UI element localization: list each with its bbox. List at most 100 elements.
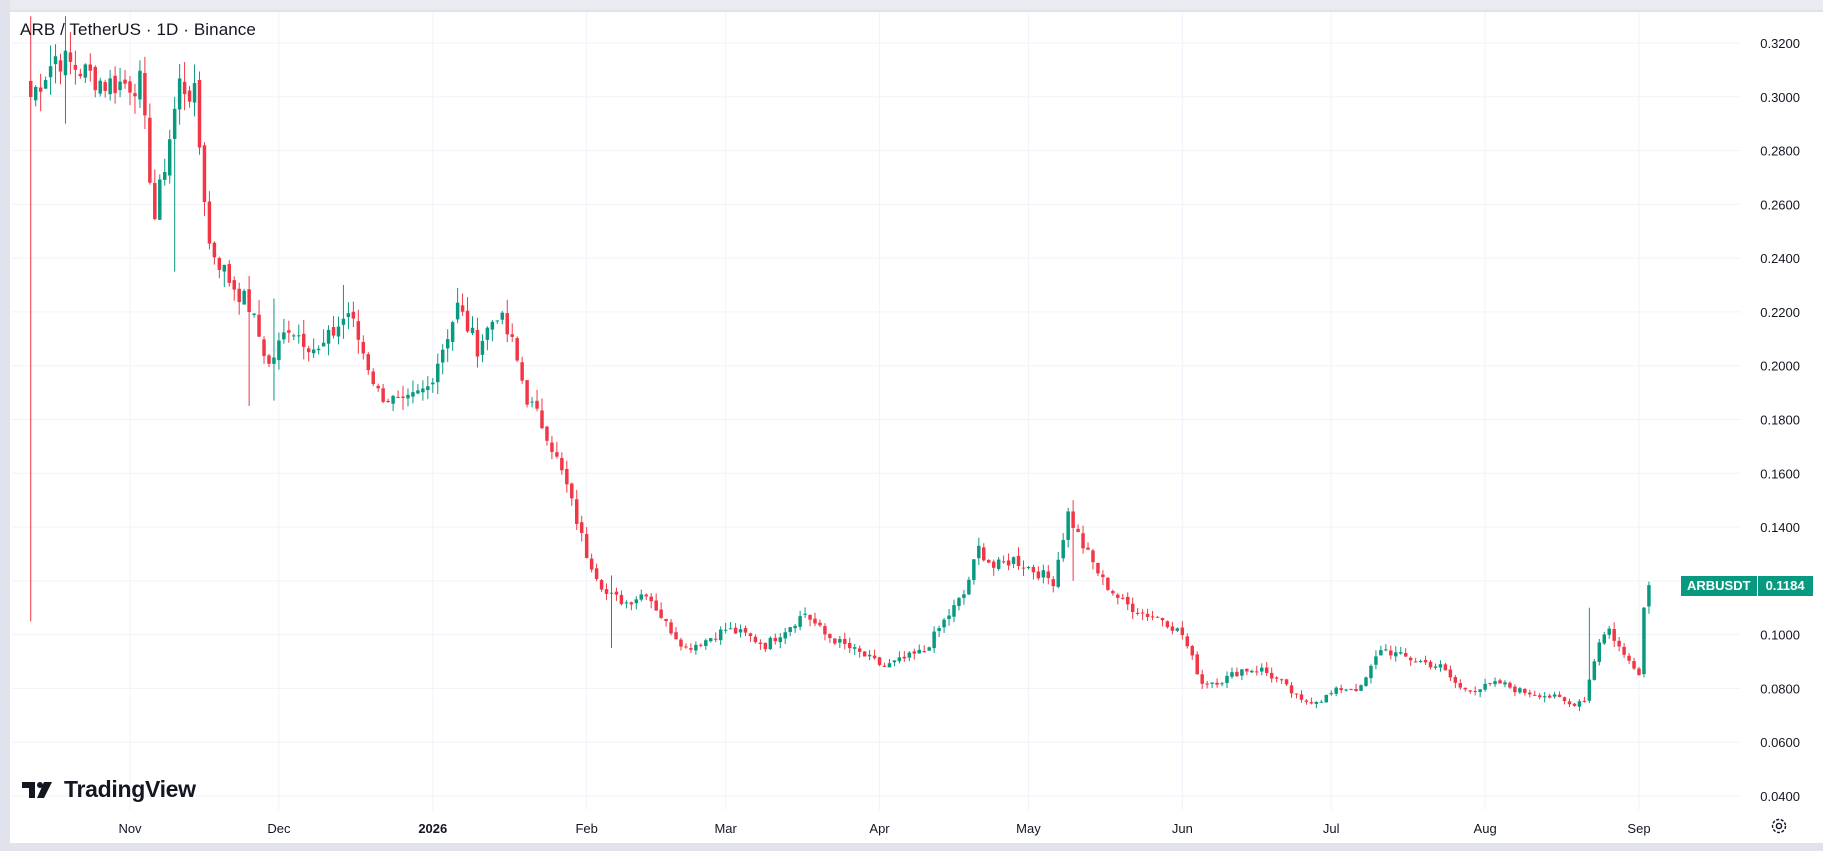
candle — [709, 637, 713, 643]
candle — [818, 619, 822, 627]
candle — [1304, 699, 1309, 705]
candle — [783, 628, 787, 644]
candle — [828, 633, 832, 644]
candle — [530, 397, 534, 408]
candle — [1016, 547, 1021, 570]
time-axis[interactable]: Nov Dec 2026 Feb Mar Apr May Jun Jul Aug Sep — [118, 821, 1650, 836]
candle — [227, 260, 232, 287]
candle — [1344, 688, 1348, 692]
candle — [411, 380, 415, 404]
candle — [704, 638, 708, 650]
price-axis[interactable]: 0.3200 0.3000 0.2800 0.2600 0.2400 0.2200 0.20… — [1760, 36, 1800, 804]
candle — [282, 318, 286, 344]
candle — [525, 380, 529, 408]
candle — [1264, 662, 1269, 677]
candle — [604, 583, 609, 600]
time-tick-label: Sep — [1627, 821, 1650, 836]
candle — [1314, 701, 1319, 709]
candle — [321, 329, 326, 347]
candle — [33, 85, 38, 107]
candle — [48, 45, 53, 95]
candle — [723, 622, 728, 634]
price-tick-label: 0.2800 — [1760, 144, 1800, 159]
candle — [1309, 697, 1314, 705]
candle — [947, 608, 951, 626]
candle — [570, 482, 574, 506]
candle — [123, 70, 127, 89]
candle — [287, 320, 291, 343]
candle — [292, 333, 296, 341]
candle — [167, 129, 172, 184]
candle — [535, 389, 539, 412]
candle — [599, 578, 604, 592]
candle — [490, 319, 495, 342]
candle — [421, 380, 425, 401]
candle — [624, 600, 629, 609]
candle — [103, 79, 107, 98]
candle — [872, 649, 877, 660]
candle — [1294, 693, 1299, 699]
candle — [1170, 621, 1175, 635]
candle — [351, 301, 356, 328]
candle — [113, 66, 117, 104]
last-price-value: 0.1184 — [1757, 576, 1813, 596]
candle — [1150, 610, 1155, 621]
candle — [1647, 581, 1651, 614]
candle — [1031, 564, 1036, 580]
candle — [465, 297, 470, 333]
candle — [515, 336, 519, 363]
candle — [73, 50, 78, 85]
candle — [962, 590, 966, 605]
price-tick-label: 0.2600 — [1760, 197, 1800, 212]
candle — [98, 77, 102, 97]
candle — [138, 60, 142, 108]
price-tick-label: 0.1800 — [1760, 413, 1800, 428]
candle — [1418, 659, 1423, 663]
candle — [272, 298, 276, 401]
candle — [753, 634, 758, 644]
candle — [1160, 617, 1165, 627]
bottom-border — [0, 843, 1823, 851]
candle — [53, 44, 58, 84]
candle — [1284, 678, 1289, 687]
price-tick-label: 0.2000 — [1760, 359, 1800, 374]
candle — [1498, 678, 1502, 684]
candle — [1130, 597, 1135, 620]
candle — [1071, 500, 1075, 581]
candle — [371, 368, 375, 387]
candle — [996, 557, 1001, 571]
candle — [1225, 671, 1229, 689]
candle — [1587, 607, 1592, 704]
candle — [1622, 643, 1626, 658]
candle — [1453, 675, 1458, 689]
candle — [1091, 548, 1095, 570]
candle — [987, 559, 991, 564]
candle — [1066, 507, 1070, 548]
top-border — [0, 0, 1823, 12]
candle — [1101, 570, 1105, 586]
candle — [644, 593, 648, 601]
tradingview-logo[interactable]: TradingView — [22, 776, 196, 803]
time-tick-label: Apr — [869, 821, 890, 836]
candle — [972, 559, 976, 585]
price-tick-label: 0.0800 — [1760, 681, 1800, 696]
candle — [505, 299, 509, 343]
candle — [68, 32, 73, 75]
candle — [1255, 665, 1259, 676]
candle — [907, 651, 912, 662]
candle — [1269, 667, 1274, 683]
candle — [1185, 633, 1190, 649]
time-tick-label: Jun — [1172, 821, 1193, 836]
candle — [912, 648, 917, 660]
candle — [1036, 566, 1041, 581]
candle — [1607, 625, 1611, 639]
candle — [455, 287, 460, 324]
candle — [1135, 608, 1140, 616]
candle — [768, 636, 773, 651]
settings-icon[interactable] — [1770, 817, 1788, 835]
candle — [237, 282, 241, 315]
price-tick-label: 0.1400 — [1760, 520, 1800, 535]
candle — [510, 323, 514, 342]
price-tick-label: 0.0400 — [1760, 789, 1800, 804]
